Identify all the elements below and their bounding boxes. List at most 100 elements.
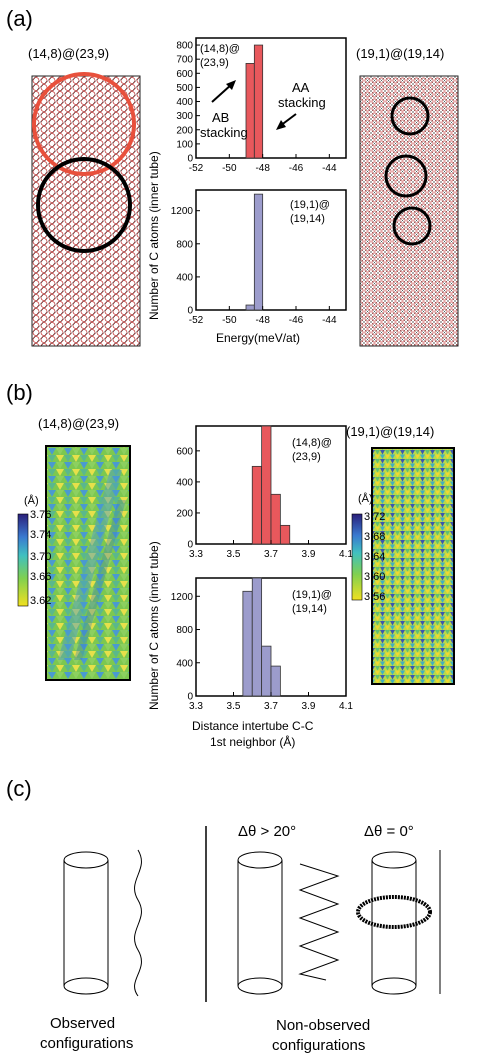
panel-a-bottom-histogram: -52 -50 -48 -46 -44 0 400 800 1200 (19,1)@ (19,… bbox=[171, 189, 347, 326]
panel-b-ylabel: Number of C atoms (inner tube) bbox=[147, 541, 161, 710]
scale-tick: 3.76 bbox=[30, 509, 51, 521]
scale-tick: 3.60 bbox=[364, 571, 385, 583]
panel-a-xlabel: Energy(meV/at) bbox=[216, 331, 300, 345]
aa-arrowhead bbox=[276, 120, 286, 130]
ring-around-cylinder bbox=[356, 895, 432, 929]
delta-theta-gt-20: Δθ > 20° bbox=[238, 823, 296, 840]
scale-tick: 3.56 bbox=[364, 591, 385, 603]
histogram-bar bbox=[270, 493, 281, 545]
y-tick-label: 200 bbox=[176, 125, 193, 136]
y-tick-label: 1200 bbox=[171, 206, 194, 217]
scale-tick: 3.66 bbox=[30, 571, 51, 583]
non-observed-label-line2: configurations bbox=[272, 1037, 365, 1054]
histogram-bar bbox=[251, 577, 263, 697]
ab-arrow bbox=[211, 83, 233, 103]
small-circle-3 bbox=[392, 206, 432, 246]
scale-tick: 3.62 bbox=[30, 595, 51, 607]
scale-tick: 3.64 bbox=[364, 551, 385, 563]
x-tick-label: 3.9 bbox=[302, 701, 316, 712]
aa-stacking-label: AA bbox=[292, 80, 310, 95]
y-tick-label: 1200 bbox=[171, 592, 194, 603]
histogram-bar bbox=[261, 425, 272, 545]
non-observed-label-line1: Non-observed bbox=[276, 1017, 370, 1034]
panel-a-left-tube-label: (14,8)@(23,9) bbox=[28, 46, 109, 61]
x-tick-label: -48 bbox=[255, 315, 270, 326]
panel-b-right-color-scale: (Å) 3.72 3.68 3.64 3.60 3.56 bbox=[351, 492, 385, 603]
histogram-bar bbox=[242, 590, 253, 697]
small-circle-2 bbox=[384, 154, 428, 198]
delta-theta-eq-0: Δθ = 0° bbox=[364, 823, 414, 840]
observed-cylinder bbox=[63, 851, 109, 995]
y-tick-label: 300 bbox=[176, 111, 193, 122]
non-observed-cylinder-1 bbox=[237, 851, 283, 995]
histogram-bar bbox=[251, 465, 263, 545]
x-tick-label: 3.3 bbox=[189, 549, 203, 560]
panel-a-left-tube-image bbox=[31, 72, 141, 347]
x-tick-label: -46 bbox=[289, 163, 304, 174]
panel-a-ylabel: Number of C atoms (inner tube) bbox=[147, 151, 161, 320]
inset-label-line1: (14,8)@ bbox=[292, 437, 332, 449]
red-highlight-circle bbox=[32, 72, 136, 176]
y-tick-label: 400 bbox=[176, 658, 193, 669]
y-tick-label: 800 bbox=[176, 625, 193, 636]
panel-b-label: (b) bbox=[6, 380, 33, 405]
y-tick-label: 600 bbox=[176, 446, 193, 457]
inset-label-line2: (23,9) bbox=[200, 57, 229, 69]
x-tick-label: 3.7 bbox=[264, 701, 278, 712]
histogram-bar bbox=[279, 524, 291, 545]
y-tick-label: 100 bbox=[176, 139, 193, 150]
inset-label-line1: (19,1)@ bbox=[292, 589, 332, 601]
x-tick-label: -50 bbox=[222, 315, 237, 326]
panel-b-bottom-histogram: 3.3 3.5 3.7 3.9 4.1 0 400 800 1200 (19,1)@ (19,… bbox=[171, 577, 353, 712]
scale-tick: 3.74 bbox=[30, 529, 51, 541]
panel-b-left-color-scale: (Å) 3.76 3.74 3.70 3.66 3.62 bbox=[17, 494, 51, 607]
scale-unit: (Å) bbox=[358, 492, 373, 505]
scale-tick: 3.70 bbox=[30, 551, 51, 563]
y-tick-label: 0 bbox=[187, 692, 193, 703]
black-highlight-circle bbox=[36, 157, 132, 253]
inset-label-line1: (19,1)@ bbox=[290, 199, 330, 211]
panel-b-xlabel-line1: Distance intertube C-C bbox=[192, 719, 314, 733]
y-tick-label: 600 bbox=[176, 69, 193, 80]
inset-label-line2: (23,9) bbox=[292, 451, 321, 463]
x-tick-label: -46 bbox=[289, 315, 304, 326]
y-tick-label: 400 bbox=[176, 477, 193, 488]
panel-b-right-colormap bbox=[371, 447, 455, 685]
zigzag-line bbox=[298, 863, 340, 981]
scale-tick: 3.68 bbox=[364, 531, 385, 543]
x-tick-label: 3.3 bbox=[189, 701, 203, 712]
y-tick-label: 0 bbox=[187, 306, 193, 317]
observed-wavy-line bbox=[134, 849, 142, 997]
panel-a-label: (a) bbox=[6, 6, 33, 31]
y-tick-label: 0 bbox=[187, 540, 193, 551]
inset-label-line2: (19,14) bbox=[290, 213, 325, 225]
scale-tick: 3.72 bbox=[364, 511, 385, 523]
x-tick-label: 3.9 bbox=[302, 549, 316, 560]
panel-b-xlabel-line2: 1st neighbor (Å) bbox=[210, 734, 295, 749]
y-tick-label: 800 bbox=[176, 239, 193, 250]
x-tick-label: 3.7 bbox=[264, 549, 278, 560]
observed-label-line2: configurations bbox=[40, 1035, 133, 1052]
x-tick-label: -52 bbox=[189, 163, 204, 174]
ab-stacking-label-2: stacking bbox=[200, 125, 248, 140]
panel-b-right-tube-label: (19,1)@(19,14) bbox=[346, 424, 434, 439]
x-tick-label: 3.5 bbox=[227, 701, 241, 712]
y-tick-label: 700 bbox=[176, 55, 193, 66]
x-tick-label: 3.5 bbox=[227, 549, 241, 560]
panel-a-top-histogram: -52 -50 -48 -46 -44 0 100 200 300 400 500 600 700 80… bbox=[176, 37, 347, 174]
panel-a-right-tube-label: (19,1)@(19,14) bbox=[356, 46, 444, 61]
x-tick-label: -44 bbox=[322, 315, 337, 326]
aa-stacking-label-2: stacking bbox=[278, 95, 326, 110]
x-tick-label: -52 bbox=[189, 315, 204, 326]
small-circle-1 bbox=[390, 96, 430, 136]
inset-label-line2: (19,14) bbox=[292, 603, 327, 615]
histogram-bar bbox=[253, 193, 264, 311]
x-tick-label: -48 bbox=[255, 163, 270, 174]
ab-stacking-label: AB bbox=[212, 110, 229, 125]
y-tick-label: 500 bbox=[176, 83, 193, 94]
y-tick-label: 0 bbox=[187, 154, 193, 165]
histogram-bar bbox=[270, 665, 281, 697]
panel-b-left-colormap bbox=[45, 445, 131, 681]
x-tick-label: 4.1 bbox=[339, 701, 353, 712]
scale-unit: (Å) bbox=[24, 494, 39, 507]
